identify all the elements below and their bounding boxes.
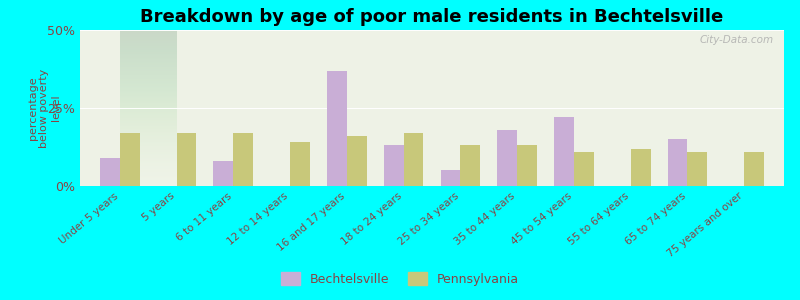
Bar [687, 152, 707, 186]
Bar [498, 130, 517, 186]
Bar [517, 146, 537, 186]
Title: Breakdown by age of poor male residents in Bechtelsville: Breakdown by age of poor male residents … [140, 8, 724, 26]
Bar [384, 146, 404, 186]
Bar [668, 139, 687, 186]
Bar [214, 161, 234, 186]
Bar [327, 70, 347, 186]
Bar [460, 146, 480, 186]
Bar [404, 133, 423, 186]
Bar [234, 133, 253, 186]
Bar [630, 148, 650, 186]
Bar [290, 142, 310, 186]
Y-axis label: percentage
below poverty
level: percentage below poverty level [28, 68, 61, 148]
Bar [574, 152, 594, 186]
Bar [100, 158, 120, 186]
Text: City-Data.com: City-Data.com [699, 35, 774, 45]
Bar [120, 133, 140, 186]
Legend: Bechtelsville, Pennsylvania: Bechtelsville, Pennsylvania [276, 267, 524, 291]
Bar [554, 117, 574, 186]
Bar [441, 170, 460, 186]
Bar [177, 133, 196, 186]
Bar [347, 136, 366, 186]
Bar [744, 152, 764, 186]
